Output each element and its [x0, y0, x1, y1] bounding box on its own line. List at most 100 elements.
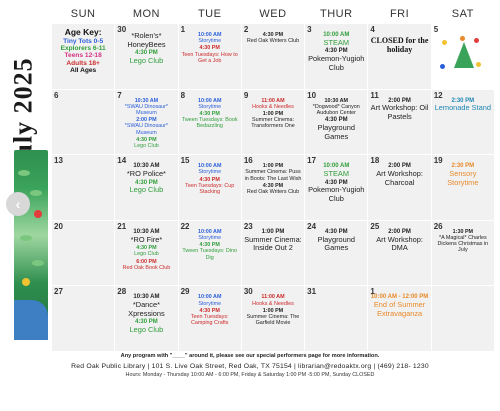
calendar-day-cell[interactable]: 15 10:00 AM Storytime 4:30 PM Teen Tuesdays:… [178, 155, 241, 220]
event-item[interactable]: 4:30 PM Pokemon-Yugioh Club [307, 48, 365, 72]
calendar-day-cell[interactable]: 2 4:30 PM Red Oak Writers Club [241, 24, 305, 89]
event-item[interactable]: 4:30 PM Playground Games [307, 117, 365, 141]
event-item[interactable]: 2:00 PM *SWAU Dinosaur* Museum [117, 117, 175, 136]
calendar-day-cell[interactable]: Age Key: Tiny Tots 0-5 Explorers 6-11 Teens… [52, 24, 115, 89]
calendar-day-cell[interactable]: 26 1:30 PM *A Magical* Charles Dickens Chr… [431, 220, 494, 286]
event-time: 11:00 AM [261, 294, 285, 301]
event-item[interactable]: 2:00 PM Art Workshop: Oil Pastels [370, 97, 429, 122]
event-time: 1:00 PM [261, 228, 285, 235]
event-item[interactable]: 1:00 PM Summer Cinema: Puss in Boots: The… [244, 163, 302, 182]
event-item[interactable]: 4:30 PM Lego Club [130, 50, 164, 65]
event-time: 10:30 AM [324, 97, 349, 104]
calendar-day-cell[interactable]: 1 10:00 AM Storytime 4:30 PM Teen Tuesdays: … [178, 24, 241, 89]
event-time: 4:30 PM [199, 176, 220, 183]
calendar-day-cell[interactable]: 1 10:00 AM - 12:00 PM End of Summer Extrav… [368, 286, 431, 351]
calendar-day-cell[interactable]: 22 10:00 AM Storytime 4:30 PM Tween Tuesdays… [178, 220, 241, 286]
calendar-day-cell[interactable]: 16 1:00 PM Summer Cinema: Puss in Boots: T… [241, 155, 305, 220]
calendar-day-cell[interactable]: 24 4:30 PM Playground Games [305, 220, 368, 286]
calendar-day-cell[interactable]: 4 CLOSED for the holiday [368, 24, 431, 89]
chevron-left-icon[interactable]: ‹ [6, 192, 30, 216]
event-name: *A Magical* Charles Dickens Christmas in… [437, 235, 489, 254]
event-name: Storytime [198, 38, 222, 45]
calendar-day-cell[interactable]: 25 2:00 PM Art Workshop: DMA [368, 220, 431, 286]
event-item[interactable]: 2:30 PM Lemonade Stand [435, 98, 491, 113]
calendar-day-cell[interactable]: 9 11:00 AM Hooks & Needles 1:00 PM Summer Ci… [241, 89, 305, 155]
age-key-explorers: Explorers 6-11 [60, 44, 106, 52]
calendar-day-cell[interactable]: 30 *Rolen's* HoneyBees 4:30 PM Lego Club [115, 24, 178, 89]
calendar-day-cell[interactable]: 20 [52, 220, 115, 286]
calendar-day-cell[interactable]: 17 10:00 AM STEAM 4:30 PM Pokemon-Yugioh Clu… [305, 155, 368, 220]
calendar-day-cell[interactable]: 18 2:00 PM Art Workshop: Charcoal [368, 155, 431, 220]
event-item[interactable]: 4:30 PM Lego Club [130, 180, 164, 195]
day-number: 18 [370, 156, 380, 166]
event-time: 4:30 PM [324, 179, 348, 186]
event-item[interactable]: 4:30 PM Tween Tuesdays: Dino Dig [181, 242, 239, 261]
event-item[interactable]: 4:30 PM Pokemon-Yugioh Club [307, 180, 365, 204]
day-number: 15 [180, 156, 190, 166]
event-item[interactable]: 4:30 PM Tween Tuesdays: Book Bedazzling [181, 111, 239, 130]
event-name: Lego Club [134, 143, 159, 150]
calendar-day-cell[interactable]: 31 [305, 286, 368, 351]
event-item[interactable]: 2:00 PM Art Workshop: DMA [370, 229, 428, 253]
calendar-day-cell[interactable] [431, 286, 494, 351]
event-item[interactable]: 1:30 PM *A Magical* Charles Dickens Chris… [434, 229, 492, 254]
event-item[interactable]: 6:00 PM Red Oak Book Club [123, 259, 171, 271]
event-item[interactable]: 10:00 AM Storytime [198, 98, 221, 110]
event-item[interactable]: 10:00 AM STEAM [323, 163, 349, 178]
decorative-face-illustration [14, 300, 48, 340]
event-item[interactable]: 10:30 AM *Dance* Xpressions [117, 294, 175, 318]
event-name: Storytime [198, 169, 222, 176]
event-item[interactable]: 10:00 AM Storytime [198, 32, 221, 44]
event-item[interactable]: 4:30 PM Red Oak Writers Club [247, 32, 299, 44]
event-item[interactable]: 2:00 PM Art Workshop: Charcoal [370, 163, 428, 187]
event-item[interactable]: *Rolen's* HoneyBees [117, 31, 175, 49]
calendar-day-cell[interactable]: 19 2:30 PM Sensory Storytime [431, 155, 494, 220]
event-item[interactable]: 11:00 AM Hooks & Needles [252, 98, 294, 110]
event-item[interactable]: 10:30 AM *RO Police* [127, 163, 166, 178]
event-item[interactable]: 10:00 AM - 12:00 PM End of Summer Extrava… [370, 294, 428, 318]
calendar-day-cell[interactable]: 23 1:00 PM Summer Cinema: Inside Out 2 [241, 220, 305, 286]
calendar-day-cell[interactable]: 7 10:30 AM *SWAU Dinosaur* Museum 2:00 PM *S… [115, 89, 178, 155]
calendar-day-cell[interactable]: 28 10:30 AM *Dance* Xpressions 4:30 PM Lego … [115, 286, 178, 351]
event-time: 4:30 PM [199, 111, 220, 117]
calendar-day-cell[interactable]: 27 [52, 286, 115, 351]
event-time: 4:30 PM [324, 48, 348, 55]
event-time: 2:00 PM [136, 117, 157, 124]
calendar-day-cell[interactable]: 6 [52, 89, 115, 155]
calendar-day-cell[interactable]: 30 11:00 AM Hooks & Needles 1:00 PM Summer C… [241, 286, 305, 351]
event-item[interactable]: 4:30 PM Teen Tuesdays: How to Get a Job [181, 45, 239, 64]
calendar-day-cell[interactable]: 29 10:00 AM Storytime 4:30 PM Teen Tuesdays:… [178, 286, 241, 351]
event-name: Red Oak Book Club [122, 264, 171, 271]
event-item[interactable]: 10:00 AM Storytime [198, 229, 221, 241]
event-item[interactable]: 4:30 PM Lego Club [134, 137, 159, 149]
event-item[interactable]: 4:30 PM Teen Tuesdays: Camping Crafts [181, 308, 239, 327]
event-name: Teen Tuesdays: How to Get a Job [181, 51, 238, 64]
event-item[interactable]: 4:30 PM Teen Tuesdays: Cup Stacking [181, 177, 239, 196]
event-item[interactable]: 1:00 PM Summer Cinema: Transformers One [244, 111, 302, 130]
event-time: 2:00 PM [388, 97, 411, 104]
event-name: Summer Cinema: Transformers One [251, 117, 295, 130]
event-item[interactable]: 4:30 PM Playground Games [307, 229, 365, 253]
calendar-day-cell[interactable]: 10 10:30 AM *Dogwood* Canyon Audubon Cente… [305, 89, 368, 155]
event-item[interactable]: 1:00 PM Summer Cinema: The Garfield Movie [244, 308, 302, 327]
calendar-day-cell[interactable]: 13 [52, 155, 115, 220]
event-item[interactable]: 2:30 PM Sensory Storytime [434, 163, 492, 187]
event-item[interactable]: 10:00 AM STEAM [323, 32, 349, 47]
event-item[interactable]: 10:00 AM Storytime [198, 163, 221, 175]
event-item[interactable]: 4:30 PM Lego Club [130, 319, 164, 334]
event-item[interactable]: 10:00 AM Storytime [198, 294, 221, 306]
event-item[interactable]: 10:30 AM *Dogwood* Canyon Audubon Center [307, 98, 365, 117]
event-item[interactable]: 4:30 PM Red Oak Writers Club [247, 183, 299, 195]
event-item[interactable]: 10:30 AM *RO Fire* [131, 229, 163, 244]
calendar-day-cell[interactable]: 5 [431, 24, 494, 89]
calendar-day-cell[interactable]: 14 10:30 AM *RO Police* 4:30 PM Lego Club [115, 155, 178, 220]
event-item[interactable]: 1:00 PM Summer Cinema: Inside Out 2 [244, 229, 302, 253]
event-item[interactable]: 10:30 AM *SWAU Dinosaur* Museum [117, 98, 175, 117]
calendar-day-cell[interactable]: 3 10:00 AM STEAM 4:30 PM Pokemon-Yugioh Club [305, 24, 368, 89]
calendar-day-cell[interactable]: 21 10:30 AM *RO Fire* 4:30 PM Lego Club 6:00 … [115, 220, 178, 286]
calendar-day-cell[interactable]: 8 10:00 AM Storytime 4:30 PM Tween Tuesdays:… [178, 89, 241, 155]
event-item[interactable]: 4:30 PM Lego Club [134, 245, 159, 257]
calendar-day-cell[interactable]: 12 2:30 PM Lemonade Stand [431, 89, 494, 155]
event-item[interactable]: 11:00 AM Hooks & Needles [252, 294, 294, 306]
calendar-day-cell[interactable]: 11 2:00 PM Art Workshop: Oil Pastels [368, 89, 431, 155]
